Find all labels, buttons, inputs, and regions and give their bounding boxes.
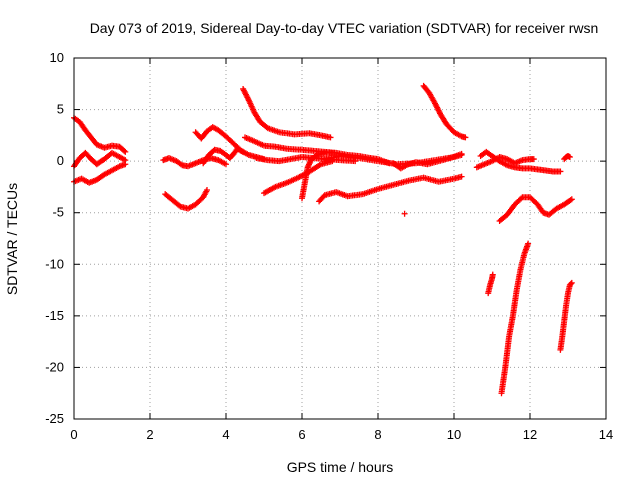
series-arc-v xyxy=(498,240,532,397)
data-point xyxy=(557,168,564,175)
series-arc-j xyxy=(253,154,359,165)
data-point xyxy=(329,158,336,165)
y-axis-title: SDTVAR / TECUs xyxy=(4,183,20,295)
x-tick-label: 6 xyxy=(298,427,305,442)
data-point xyxy=(401,210,408,217)
series-arc-q xyxy=(420,82,469,141)
x-tick-label: 8 xyxy=(374,427,381,442)
y-tick-label: -10 xyxy=(45,256,64,271)
y-tick-label: 5 xyxy=(57,102,64,117)
grid-layer xyxy=(74,58,606,419)
series-arc-p xyxy=(390,150,465,172)
x-tick-label: 2 xyxy=(146,427,153,442)
y-tick-label: -20 xyxy=(45,359,64,374)
x-tick-label: 4 xyxy=(222,427,229,442)
series-arc-o xyxy=(401,210,408,217)
x-tick-label: 12 xyxy=(523,427,537,442)
series-arc-c xyxy=(71,161,129,186)
data-marks xyxy=(71,82,575,397)
series-arc-w xyxy=(557,279,575,353)
data-point xyxy=(223,161,229,168)
series-arc-e xyxy=(162,187,210,212)
series-arc-a xyxy=(71,114,129,155)
data-point xyxy=(327,134,334,141)
series-arc-u xyxy=(485,271,496,297)
data-point xyxy=(518,195,525,202)
series-arc-x xyxy=(561,152,573,163)
y-tick-label: 10 xyxy=(50,50,64,65)
series-arc-t xyxy=(496,194,575,224)
series-arc-m xyxy=(316,173,465,205)
series-arc-h xyxy=(240,85,334,141)
x-tick-label: 10 xyxy=(447,427,461,442)
data-point xyxy=(121,147,128,154)
data-point xyxy=(566,154,573,161)
series-arc-s xyxy=(473,154,537,171)
data-point xyxy=(122,148,129,155)
data-point xyxy=(567,197,574,204)
data-point xyxy=(204,187,210,194)
series-arc-k xyxy=(261,158,336,197)
y-tick-label: -5 xyxy=(52,205,64,220)
x-tick-label: 14 xyxy=(599,427,613,442)
data-point xyxy=(568,279,575,286)
data-point xyxy=(458,173,465,180)
x-axis-title: GPS time / hours xyxy=(287,459,394,475)
data-point xyxy=(489,271,496,278)
series-arc-l xyxy=(299,149,338,202)
data-point xyxy=(458,150,465,157)
plot-frame xyxy=(73,57,607,420)
y-tick-label: -15 xyxy=(45,308,64,323)
ticks-layer: 0 2 4 6 8 10 12 14 -25 -20 -15 -10 -5 0 5 10 xyxy=(45,50,613,442)
data-point xyxy=(122,161,129,168)
data-point xyxy=(568,196,575,203)
data-point xyxy=(525,240,532,247)
data-point xyxy=(567,280,574,287)
data-point xyxy=(240,148,247,155)
series-arc-g xyxy=(200,145,247,167)
data-point xyxy=(462,134,469,141)
chart-title: Day 073 of 2019, Sidereal Day-to-day VTE… xyxy=(90,20,599,36)
y-tick-label: 0 xyxy=(57,153,64,168)
data-point xyxy=(530,156,537,163)
y-tick-label: -25 xyxy=(45,411,64,426)
series-arc-d xyxy=(160,155,229,170)
x-tick-label: 0 xyxy=(70,427,77,442)
